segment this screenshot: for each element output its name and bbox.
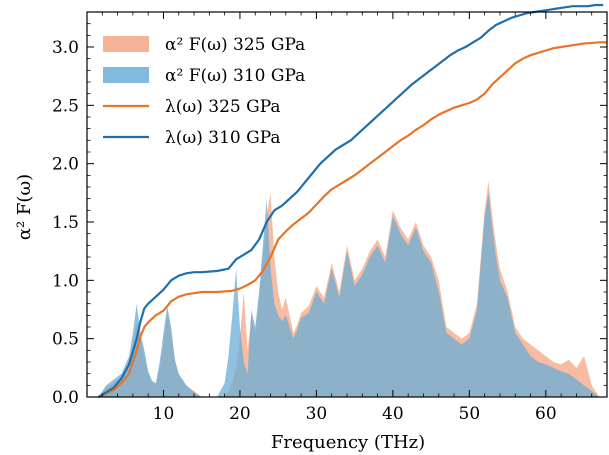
y-tick-label: 2.5 <box>52 96 79 116</box>
y-tick-label: 3.0 <box>52 38 79 58</box>
legend-label: α² F(ω) 310 GPa <box>165 66 305 86</box>
line-series-2 <box>98 41 607 399</box>
legend-label: λ(ω) 325 GPa <box>165 97 281 117</box>
line-layer <box>97 3 607 399</box>
legend-label: α² F(ω) 325 GPa <box>165 35 305 55</box>
x-tick-label: 50 <box>459 404 481 424</box>
y-axis-label: α² F(ω) <box>14 174 35 240</box>
area-series-1 <box>98 192 607 397</box>
x-tick-label: 40 <box>382 404 404 424</box>
line-series-3 <box>97 3 604 398</box>
x-axis-label: Frequency (THz) <box>271 432 425 453</box>
legend-label: λ(ω) 310 GPa <box>165 128 281 148</box>
y-tick-label: 1.0 <box>52 271 79 291</box>
x-tick-label: 60 <box>535 404 557 424</box>
y-tick-label: 2.0 <box>52 155 79 175</box>
y-tick-label: 0.5 <box>52 330 79 350</box>
tick-layer: 10 20 30 40 50 60 0.0 0.5 1.0 1.5 2.0 2.5 3.0 <box>52 12 607 424</box>
x-tick-label: 30 <box>306 404 328 424</box>
legend-swatch <box>103 67 149 83</box>
area-layer <box>98 181 607 397</box>
legend: α² F(ω) 325 GPa α² F(ω) 310 GPa λ(ω) 325 G… <box>103 35 305 148</box>
x-tick-label: 10 <box>153 404 175 424</box>
y-tick-label: 1.5 <box>52 213 79 233</box>
legend-swatch <box>103 36 149 52</box>
x-tick-label: 20 <box>229 404 251 424</box>
y-tick-label: 0.0 <box>52 388 79 408</box>
